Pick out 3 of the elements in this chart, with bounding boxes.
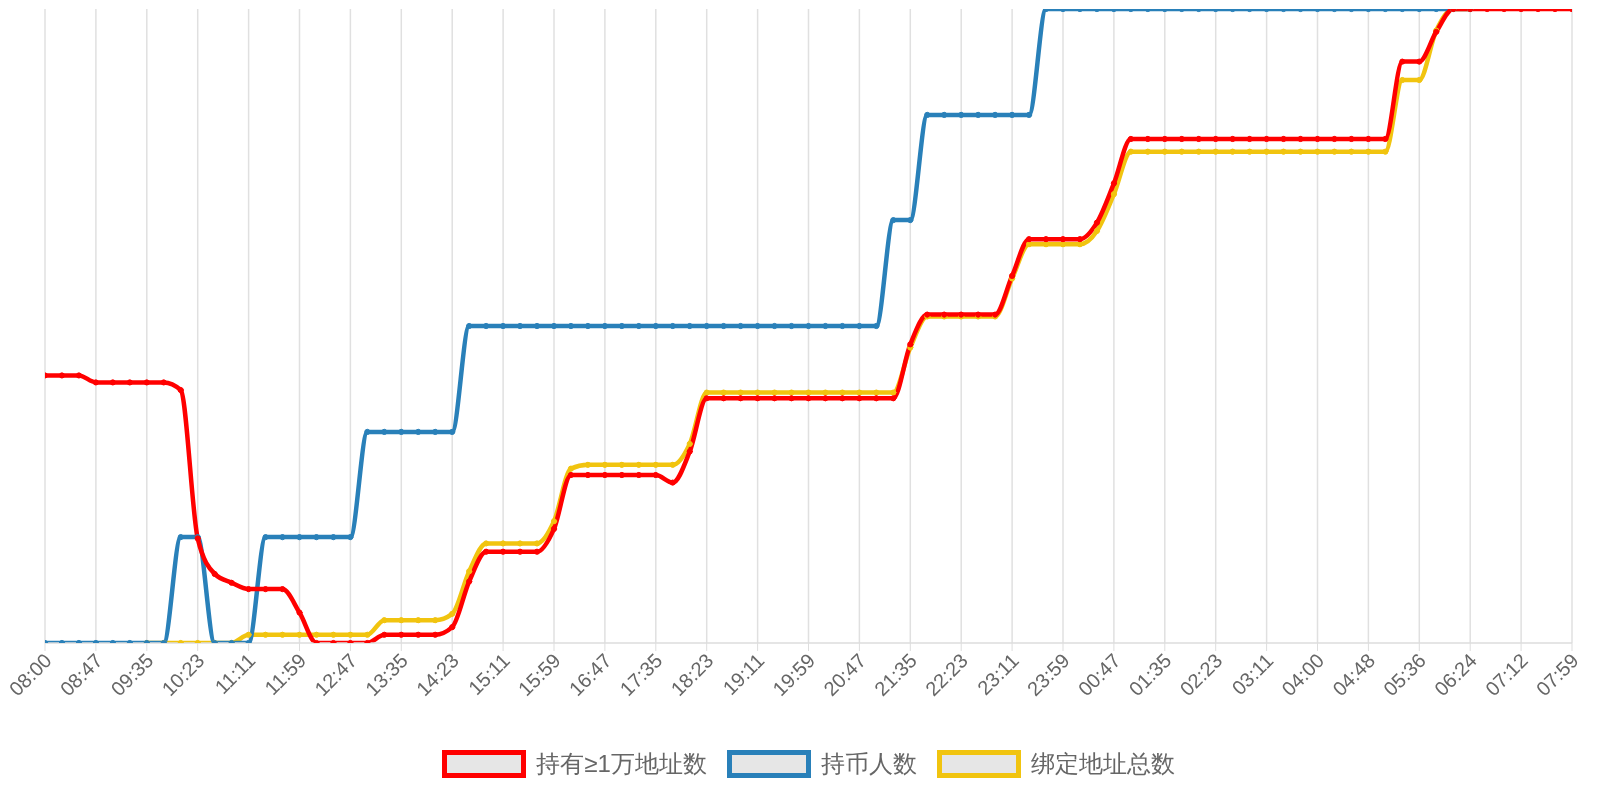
legend-label: 持币人数: [820, 749, 917, 779]
legend-label: 持有≥1万地址数: [536, 749, 707, 779]
legend-label: 绑定地址总数: [1030, 749, 1175, 779]
